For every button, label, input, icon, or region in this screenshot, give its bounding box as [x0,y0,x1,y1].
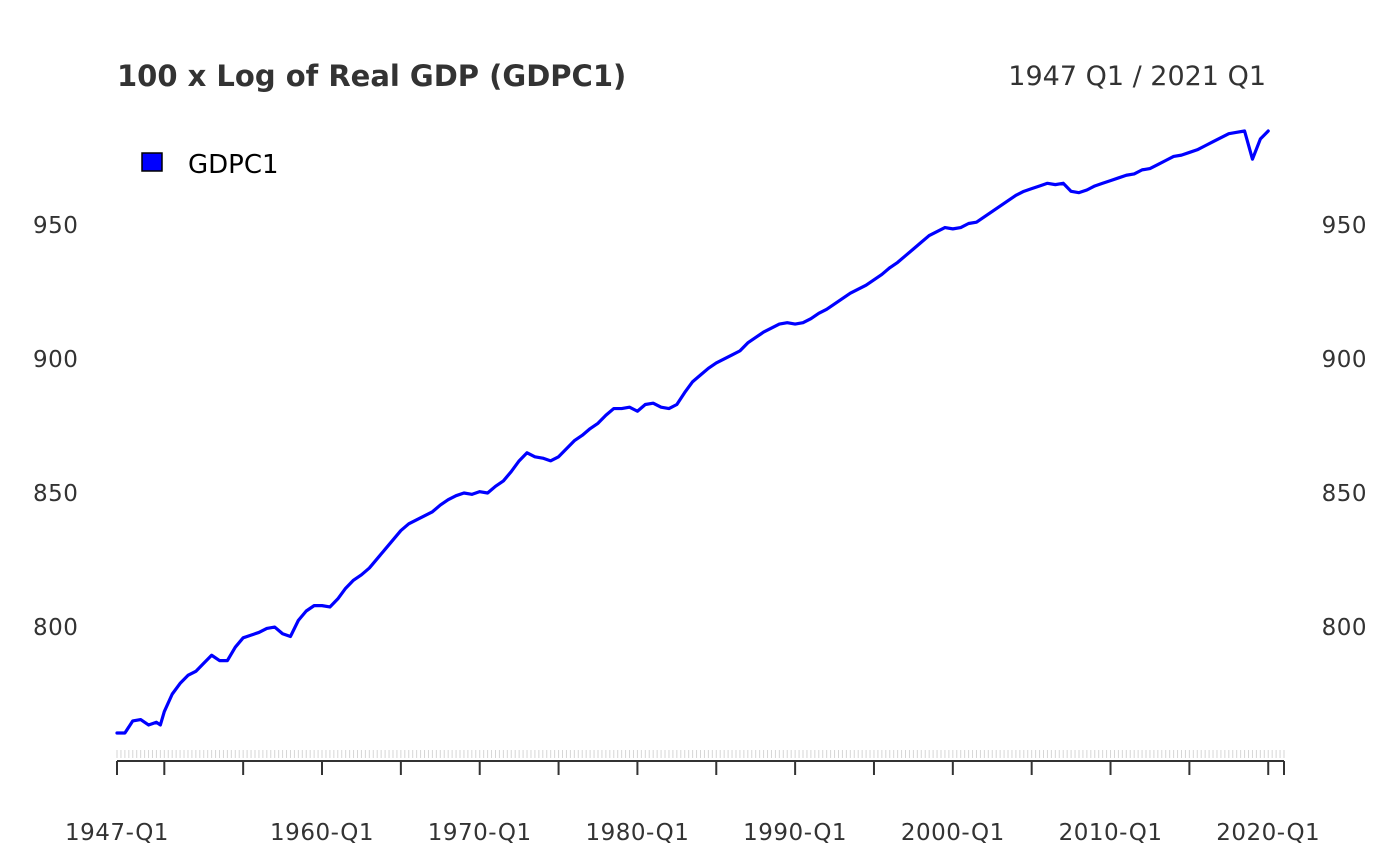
y-tick-label-right: 850 [1322,481,1367,507]
chart-date-range: 1947 Q1 / 2021 Q1 [1008,61,1266,92]
legend-swatch-gdpc1 [141,152,163,172]
x-tick-label: 1990-Q1 [743,820,847,846]
y-tick-label-left: 900 [33,347,78,373]
series-line-gdpc1 [115,129,1270,735]
x-tick-label: 1970-Q1 [428,820,532,846]
x-tick-label: 2000-Q1 [901,820,1005,846]
x-tick-label: 1947-Q1 [65,820,169,846]
legend-label-gdpc1: GDPC1 [188,150,279,180]
x-axis-minor-ticks [116,750,1285,758]
x-tick-label: 1960-Q1 [270,820,374,846]
y-tick-label-right: 900 [1322,347,1367,373]
x-tick-label: 1980-Q1 [585,820,689,846]
y-tick-label-left: 800 [33,615,78,641]
legend: GDPC1 [141,150,279,180]
y-tick-label-left: 850 [33,481,78,507]
x-tick-label: 2020-Q1 [1216,820,1320,846]
x-axis-labels: 1947-Q1 1960-Q1 1970-Q1 1980-Q1 1990-Q1 2000-… [65,820,1320,846]
chart-title: 100 x Log of Real GDP (GDPC1) [117,59,626,93]
x-axis-ticks [116,761,1285,775]
x-tick-label: 2010-Q1 [1059,820,1163,846]
y-axis-right: 800 850 900 950 [1322,213,1367,641]
y-tick-label-right: 800 [1322,615,1367,641]
y-tick-label-left: 950 [33,213,78,239]
y-axis-left: 800 850 900 950 [33,213,78,641]
y-tick-label-right: 950 [1322,213,1367,239]
